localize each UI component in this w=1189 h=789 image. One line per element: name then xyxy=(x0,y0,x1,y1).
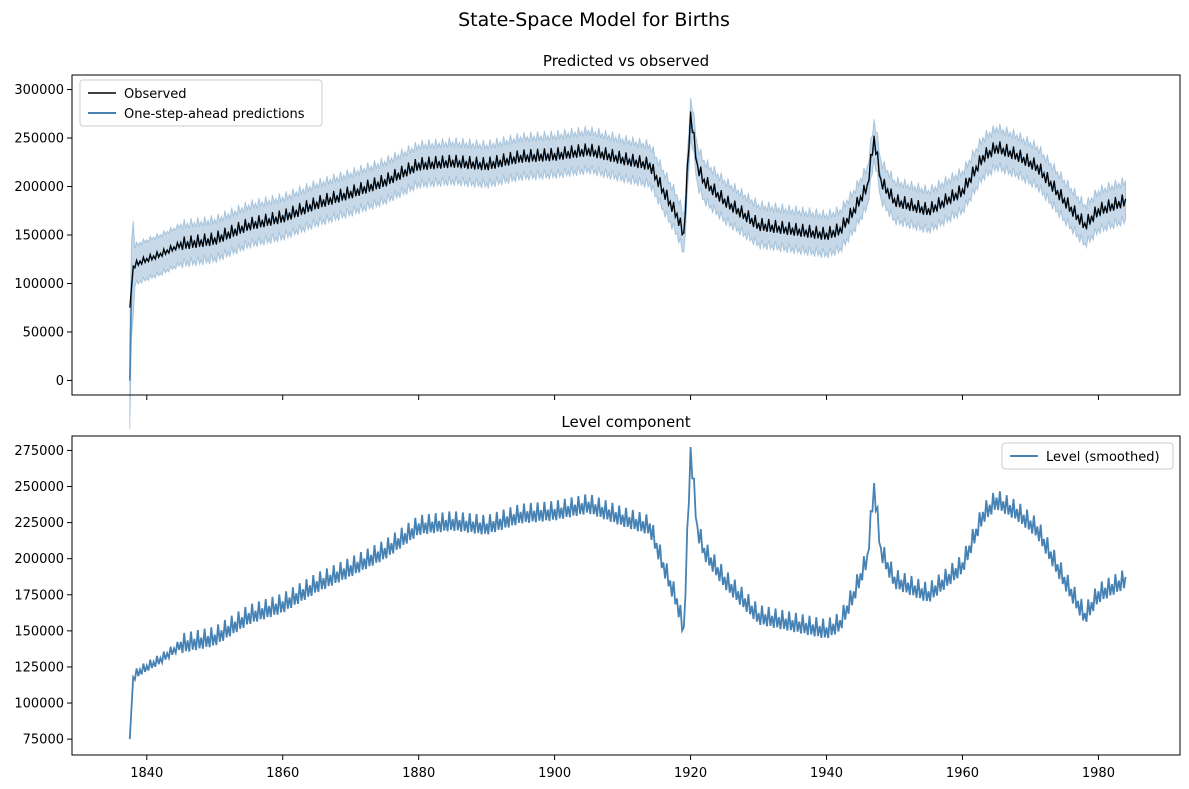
bottom-x-tick-label: 1980 xyxy=(1082,766,1115,781)
bottom-x-tick-label: 1880 xyxy=(402,766,435,781)
bottom-y-tick-label: 100000 xyxy=(14,697,64,712)
top-y-tick-label: 300000 xyxy=(14,83,64,98)
prediction-lines xyxy=(129,111,1127,381)
bottom-plot-frame xyxy=(71,435,1181,756)
prediction-confidence-band xyxy=(129,97,1127,429)
top-legend: Observed One-step-ahead predictions xyxy=(79,79,323,127)
legend-predictions-label: One-step-ahead predictions xyxy=(124,107,305,122)
bottom-y-tick-label: 275000 xyxy=(14,444,64,459)
top-y-tick-label: 0 xyxy=(56,374,64,389)
panel-title-level-component: Level component xyxy=(561,413,690,431)
top-y-tick-label: 250000 xyxy=(14,132,64,147)
figure-title: State-Space Model for Births xyxy=(458,9,730,31)
bottom-axes: 75000 100000 125000 150000 175000 200000 22500… xyxy=(14,435,1181,781)
legend-observed-label: Observed xyxy=(124,87,187,102)
top-y-tick-label: 150000 xyxy=(14,229,64,244)
panel-title-predicted-vs-observed: Predicted vs observed xyxy=(543,52,709,70)
legend-level-label: Level (smoothed) xyxy=(1046,450,1160,465)
top-y-tick-label: 200000 xyxy=(14,180,64,195)
bottom-y-tick-label: 200000 xyxy=(14,552,64,567)
observed-line xyxy=(129,111,1127,308)
bottom-y-tick-label: 125000 xyxy=(14,660,64,675)
predicted-vs-observed-panel: Predicted vs observed 0 50000 100000 150000… xyxy=(14,52,1181,429)
bottom-y-tick-label: 150000 xyxy=(14,624,64,639)
bottom-x-tick-label: 1940 xyxy=(810,766,843,781)
bottom-x-tick-label: 1960 xyxy=(946,766,979,781)
bottom-x-tick-label: 1840 xyxy=(130,766,163,781)
level-component-panel: Level component 75000 100000 125000 150000 1… xyxy=(14,413,1181,781)
top-y-tick-label: 50000 xyxy=(23,325,64,340)
level-lines xyxy=(128,446,1127,740)
level-smoothed-line xyxy=(128,446,1127,740)
top-y-tick-label: 100000 xyxy=(14,277,64,292)
bottom-y-tick-label: 225000 xyxy=(14,516,64,531)
bottom-x-tick-label: 1860 xyxy=(266,766,299,781)
confidence-band-area xyxy=(129,97,1127,429)
bottom-x-tick-label: 1900 xyxy=(538,766,571,781)
top-axes: 0 50000 100000 150000 200000 250000 300000 xyxy=(14,74,1181,400)
bottom-legend: Level (smoothed) xyxy=(1001,442,1174,470)
bottom-y-tick-label: 75000 xyxy=(23,733,64,748)
bottom-y-tick-label: 250000 xyxy=(14,480,64,495)
bottom-y-tick-label: 175000 xyxy=(14,588,64,603)
bottom-x-tick-label: 1920 xyxy=(674,766,707,781)
